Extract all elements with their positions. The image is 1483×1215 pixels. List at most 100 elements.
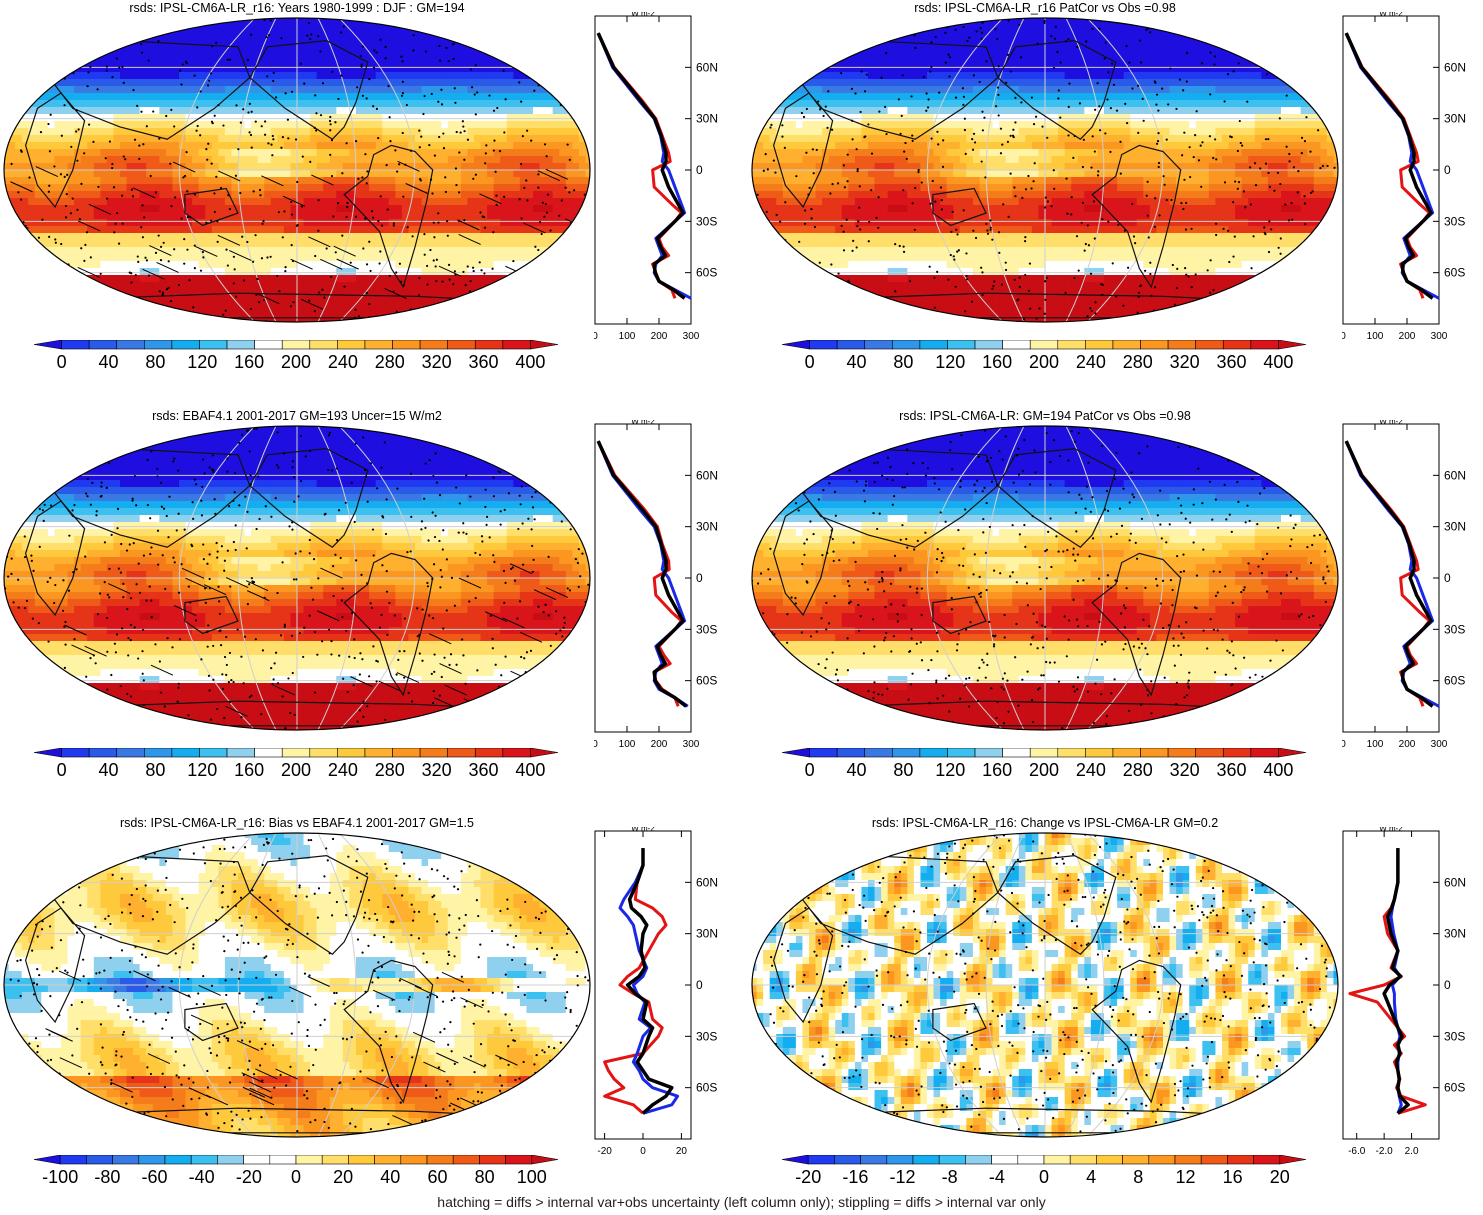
colorbar-bin	[1278, 340, 1307, 350]
map-title: rsds: IPSL-CM6A-LR: GM=194 PatCor vs Obs…	[748, 409, 1342, 423]
profile-value-tick: 300	[1431, 331, 1448, 342]
colorbar-bin	[1167, 748, 1196, 758]
coastline	[36, 447, 251, 548]
profile-value-tick: 300	[683, 739, 700, 750]
colorbar-bin	[912, 1155, 940, 1165]
colorbar-bin	[309, 340, 338, 350]
profile-lat-tick: 30S	[1444, 214, 1465, 228]
colorbar-bin	[530, 340, 559, 350]
profile-value-tick: -20	[597, 1146, 612, 1157]
colorbar-bin	[199, 748, 228, 758]
colorbar-tick-label: 240	[328, 352, 358, 372]
colorbar-bin	[1096, 1155, 1123, 1165]
colorbar-bin	[295, 1155, 323, 1165]
profile-lat-tick: 30S	[1444, 622, 1465, 636]
colorbar-bin	[33, 340, 62, 350]
zonal-mean-profile: W m-2 60N 30N 0 30S 60S -6.0 -2.0 2.0	[1342, 827, 1466, 1157]
colorbar-bin	[1112, 340, 1141, 350]
colorbar-tick-label: 16	[1223, 1167, 1243, 1187]
colorbar-bin	[1222, 748, 1252, 758]
colorbar-bin	[1112, 748, 1141, 758]
map-field	[4, 426, 590, 730]
coastline	[784, 447, 999, 548]
profile-value-tick: 300	[1431, 739, 1448, 750]
colorbar-bin	[1167, 340, 1196, 350]
colorbar-bin	[781, 340, 810, 350]
colorbar-bin	[1200, 1155, 1228, 1165]
colorbar-tick-label: 0	[805, 760, 815, 780]
coastline	[36, 854, 251, 955]
colorbar-bin	[809, 748, 838, 758]
profile-line-blue	[1344, 32, 1440, 300]
colorbar: 0 40 80 120 160 200 240 280 320 360 400	[781, 748, 1307, 780]
coastline	[249, 39, 369, 140]
coastline	[184, 595, 239, 635]
colorbar-tick-label: 0	[57, 352, 67, 372]
panel-patcor-ens: rsds: IPSL-CM6A-LR: GM=194 PatCor vs Obs…	[748, 408, 1483, 808]
colorbar-bin	[1140, 748, 1169, 758]
colorbar-bin	[374, 1155, 402, 1165]
colorbar-tick-label: 80	[475, 1167, 495, 1187]
colorbar-bin	[781, 748, 810, 758]
colorbar-tick-label: -20	[236, 1167, 262, 1187]
profile-lat-tick: 0	[1444, 163, 1451, 177]
profile-lat-tick: 60N	[696, 60, 718, 74]
profile-lat-tick: 30S	[696, 622, 717, 636]
colorbar-tick-label: 60	[427, 1167, 447, 1187]
map-border	[751, 17, 1339, 323]
coastline	[1091, 552, 1182, 697]
colorbar-tick-label: 400	[1263, 352, 1293, 372]
colorbar-bin	[991, 1155, 1019, 1165]
colorbar-tick-label: 200	[1029, 352, 1059, 372]
colorbar-tick-label: 200	[1029, 760, 1059, 780]
profile-line-black	[596, 440, 688, 708]
profile-lat-tick: 0	[696, 978, 703, 992]
profile-line-red	[1348, 848, 1427, 1115]
profile-line-red	[596, 440, 683, 707]
colorbar-tick-label: 320	[1170, 760, 1200, 780]
zonal-mean-profile: W m-2 60N 30N 0 30S 60S 0 100 200 300	[1342, 12, 1466, 342]
colorbar-bin	[807, 1155, 835, 1165]
profile-value-tick: 300	[683, 331, 700, 342]
colorbar-bin	[947, 340, 976, 350]
coastline	[1091, 144, 1182, 289]
coastline	[932, 595, 987, 635]
map-title: rsds: IPSL-CM6A-LR_r16: Change vs IPSL-C…	[748, 816, 1342, 830]
colorbar-bin	[138, 1155, 166, 1165]
profile-value-tick: -2.0	[1376, 1146, 1394, 1157]
map-border	[3, 832, 591, 1138]
coastline	[932, 187, 987, 227]
colorbar-bin	[1140, 340, 1169, 350]
colorbar-tick-label: -100	[42, 1167, 78, 1187]
colorbar-bin	[426, 1155, 454, 1165]
colorbar-bin	[1174, 1155, 1202, 1165]
profile-value-tick: 200	[651, 739, 668, 750]
profile-lat-tick: 60N	[1444, 468, 1466, 482]
colorbar-bin	[337, 748, 366, 758]
colorbar-bin	[1069, 1155, 1097, 1165]
colorbar-bin	[1057, 340, 1086, 350]
colorbar-tick-label: -60	[142, 1167, 168, 1187]
coastline	[36, 39, 251, 140]
colorbar-bin	[447, 748, 476, 758]
colorbar-tick-label: 20	[333, 1167, 353, 1187]
profile-line-blue	[596, 32, 692, 300]
colorbar-tick-label: 160	[234, 760, 264, 780]
profile-lat-tick: 60N	[1444, 875, 1466, 889]
profile-line-blue	[618, 848, 680, 1115]
profile-lat-tick: 30N	[1444, 927, 1466, 941]
colorbar-bin	[88, 748, 118, 758]
colorbar-tick-label: 400	[1263, 760, 1293, 780]
colorbar-bin	[479, 1155, 506, 1165]
profile-lat-tick: 0	[1444, 571, 1451, 585]
coastline	[249, 854, 369, 955]
profile-lat-tick: 30S	[696, 214, 717, 228]
map-title: rsds: IPSL-CM6A-LR_r16: Bias vs EBAF4.1 …	[0, 816, 594, 830]
colorbar-bin	[254, 340, 283, 350]
profile-lat-tick: 60S	[1444, 266, 1465, 280]
colorbar-bin	[974, 340, 1003, 350]
colorbar-bin	[919, 748, 948, 758]
colorbar-tick-label: 4	[1086, 1167, 1096, 1187]
colorbar-tick-label: -80	[94, 1167, 120, 1187]
colorbar-tick-label: 120	[935, 352, 965, 372]
